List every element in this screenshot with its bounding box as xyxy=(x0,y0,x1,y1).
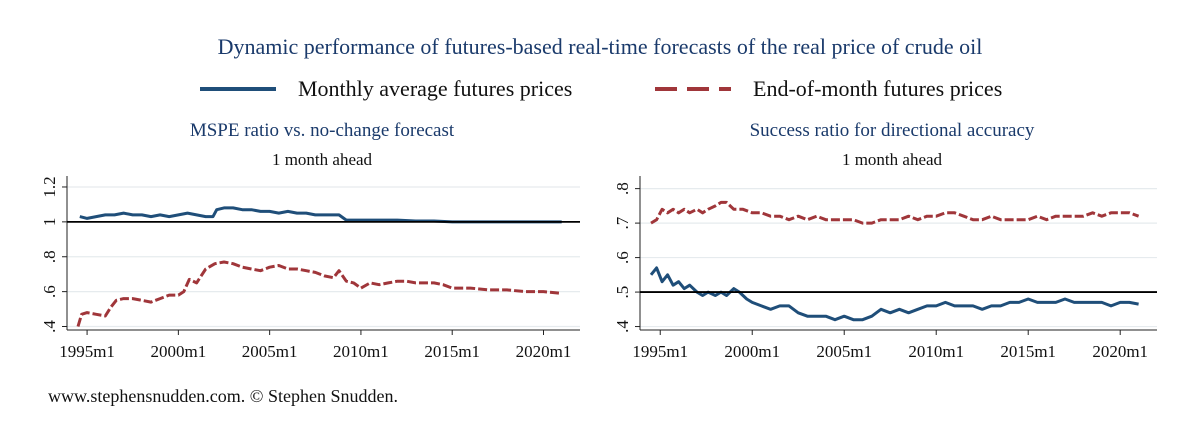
legend-item-end-of-month: End-of-month futures prices xyxy=(655,76,1002,102)
mspe-y-tick-label: 1.2 xyxy=(40,176,59,197)
mspe-x-tick-label: 2000m1 xyxy=(150,342,206,361)
legend: Monthly average futures prices End-of-mo… xyxy=(0,76,1200,106)
success-y-tick-label: .4 xyxy=(613,320,632,333)
mspe-x-tick-label: 2020m1 xyxy=(516,342,572,361)
chart-title: Dynamic performance of futures-based rea… xyxy=(217,34,983,59)
mspe-x-tick-label: 2015m1 xyxy=(424,342,480,361)
legend-item-monthly-average: Monthly average futures prices xyxy=(200,76,572,102)
success-x-tick-label: 1995m1 xyxy=(632,342,688,361)
mspe-ratio-chart: .4 .6 .8 1 1.2 1995m1 2000m1 2005m1 2010m1 2015m1… xyxy=(40,176,580,361)
mspe-y-tick-label: .4 xyxy=(40,320,59,333)
panel-subtitle-mspe: 1 month ahead xyxy=(271,150,373,169)
mspe-y-tick-label: 1 xyxy=(40,218,59,227)
panel-title-success: Success ratio for directional accuracy xyxy=(749,120,1035,141)
legend-swatch-solid xyxy=(200,87,276,91)
success-x-tick-label: 2010m1 xyxy=(908,342,964,361)
success-x-tick-label: 2000m1 xyxy=(724,342,780,361)
legend-label-monthly-average: Monthly average futures prices xyxy=(298,76,573,101)
success-series-end-of-month xyxy=(650,200,1140,225)
success-y-tick-label: .8 xyxy=(613,182,632,195)
mspe-x-tick-label: 2005m1 xyxy=(242,342,298,361)
mspe-x-tick-label: 2010m1 xyxy=(333,342,389,361)
panel-subtitle-success: 1 month ahead xyxy=(841,150,943,169)
success-y-tick-label: .5 xyxy=(613,286,632,299)
mspe-y-tick-label: .6 xyxy=(40,285,59,298)
success-x-tick-label: 2020m1 xyxy=(1092,342,1148,361)
legend-swatch-dashed xyxy=(655,87,731,91)
legend-label-end-of-month: End-of-month futures prices xyxy=(753,76,1003,101)
footer-credit: www.stephensnudden.com. © Stephen Snudde… xyxy=(48,386,398,406)
success-series-monthly-average xyxy=(649,266,1139,322)
mspe-x-tick-label: 1995m1 xyxy=(59,342,115,361)
success-x-tick-label: 2005m1 xyxy=(816,342,872,361)
success-x-tick-label: 2015m1 xyxy=(1000,342,1056,361)
success-y-tick-label: .6 xyxy=(613,251,632,264)
mspe-series-end-of-month xyxy=(76,260,562,327)
success-y-tick-label: .7 xyxy=(613,216,632,229)
mspe-y-tick-label: .8 xyxy=(40,250,59,263)
panel-title-mspe: MSPE ratio vs. no-change forecast xyxy=(189,120,455,141)
